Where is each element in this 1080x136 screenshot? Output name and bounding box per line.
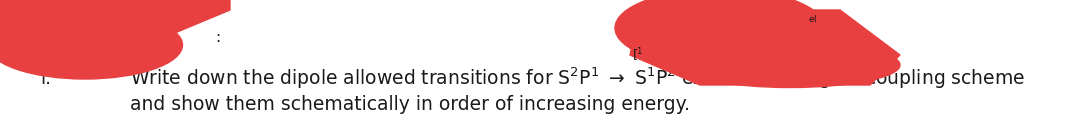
Polygon shape [0, 0, 220, 30]
Text: i.: i. [40, 69, 51, 87]
Ellipse shape [615, 0, 825, 67]
Text: $[^1$: $[^1$ [632, 46, 644, 64]
Polygon shape [630, 10, 900, 85]
Text: and show them schematically in order of increasing energy.: and show them schematically in order of … [130, 95, 690, 114]
Polygon shape [0, 0, 230, 55]
Text: :: : [215, 30, 220, 44]
Ellipse shape [0, 11, 183, 79]
Text: $^{\rm el}$: $^{\rm el}$ [808, 16, 818, 29]
Ellipse shape [680, 42, 900, 87]
Text: Write down the dipole allowed transitions for $\mathrm{S}^2\mathrm{P}^1$ $\right: Write down the dipole allowed transition… [130, 65, 1025, 91]
